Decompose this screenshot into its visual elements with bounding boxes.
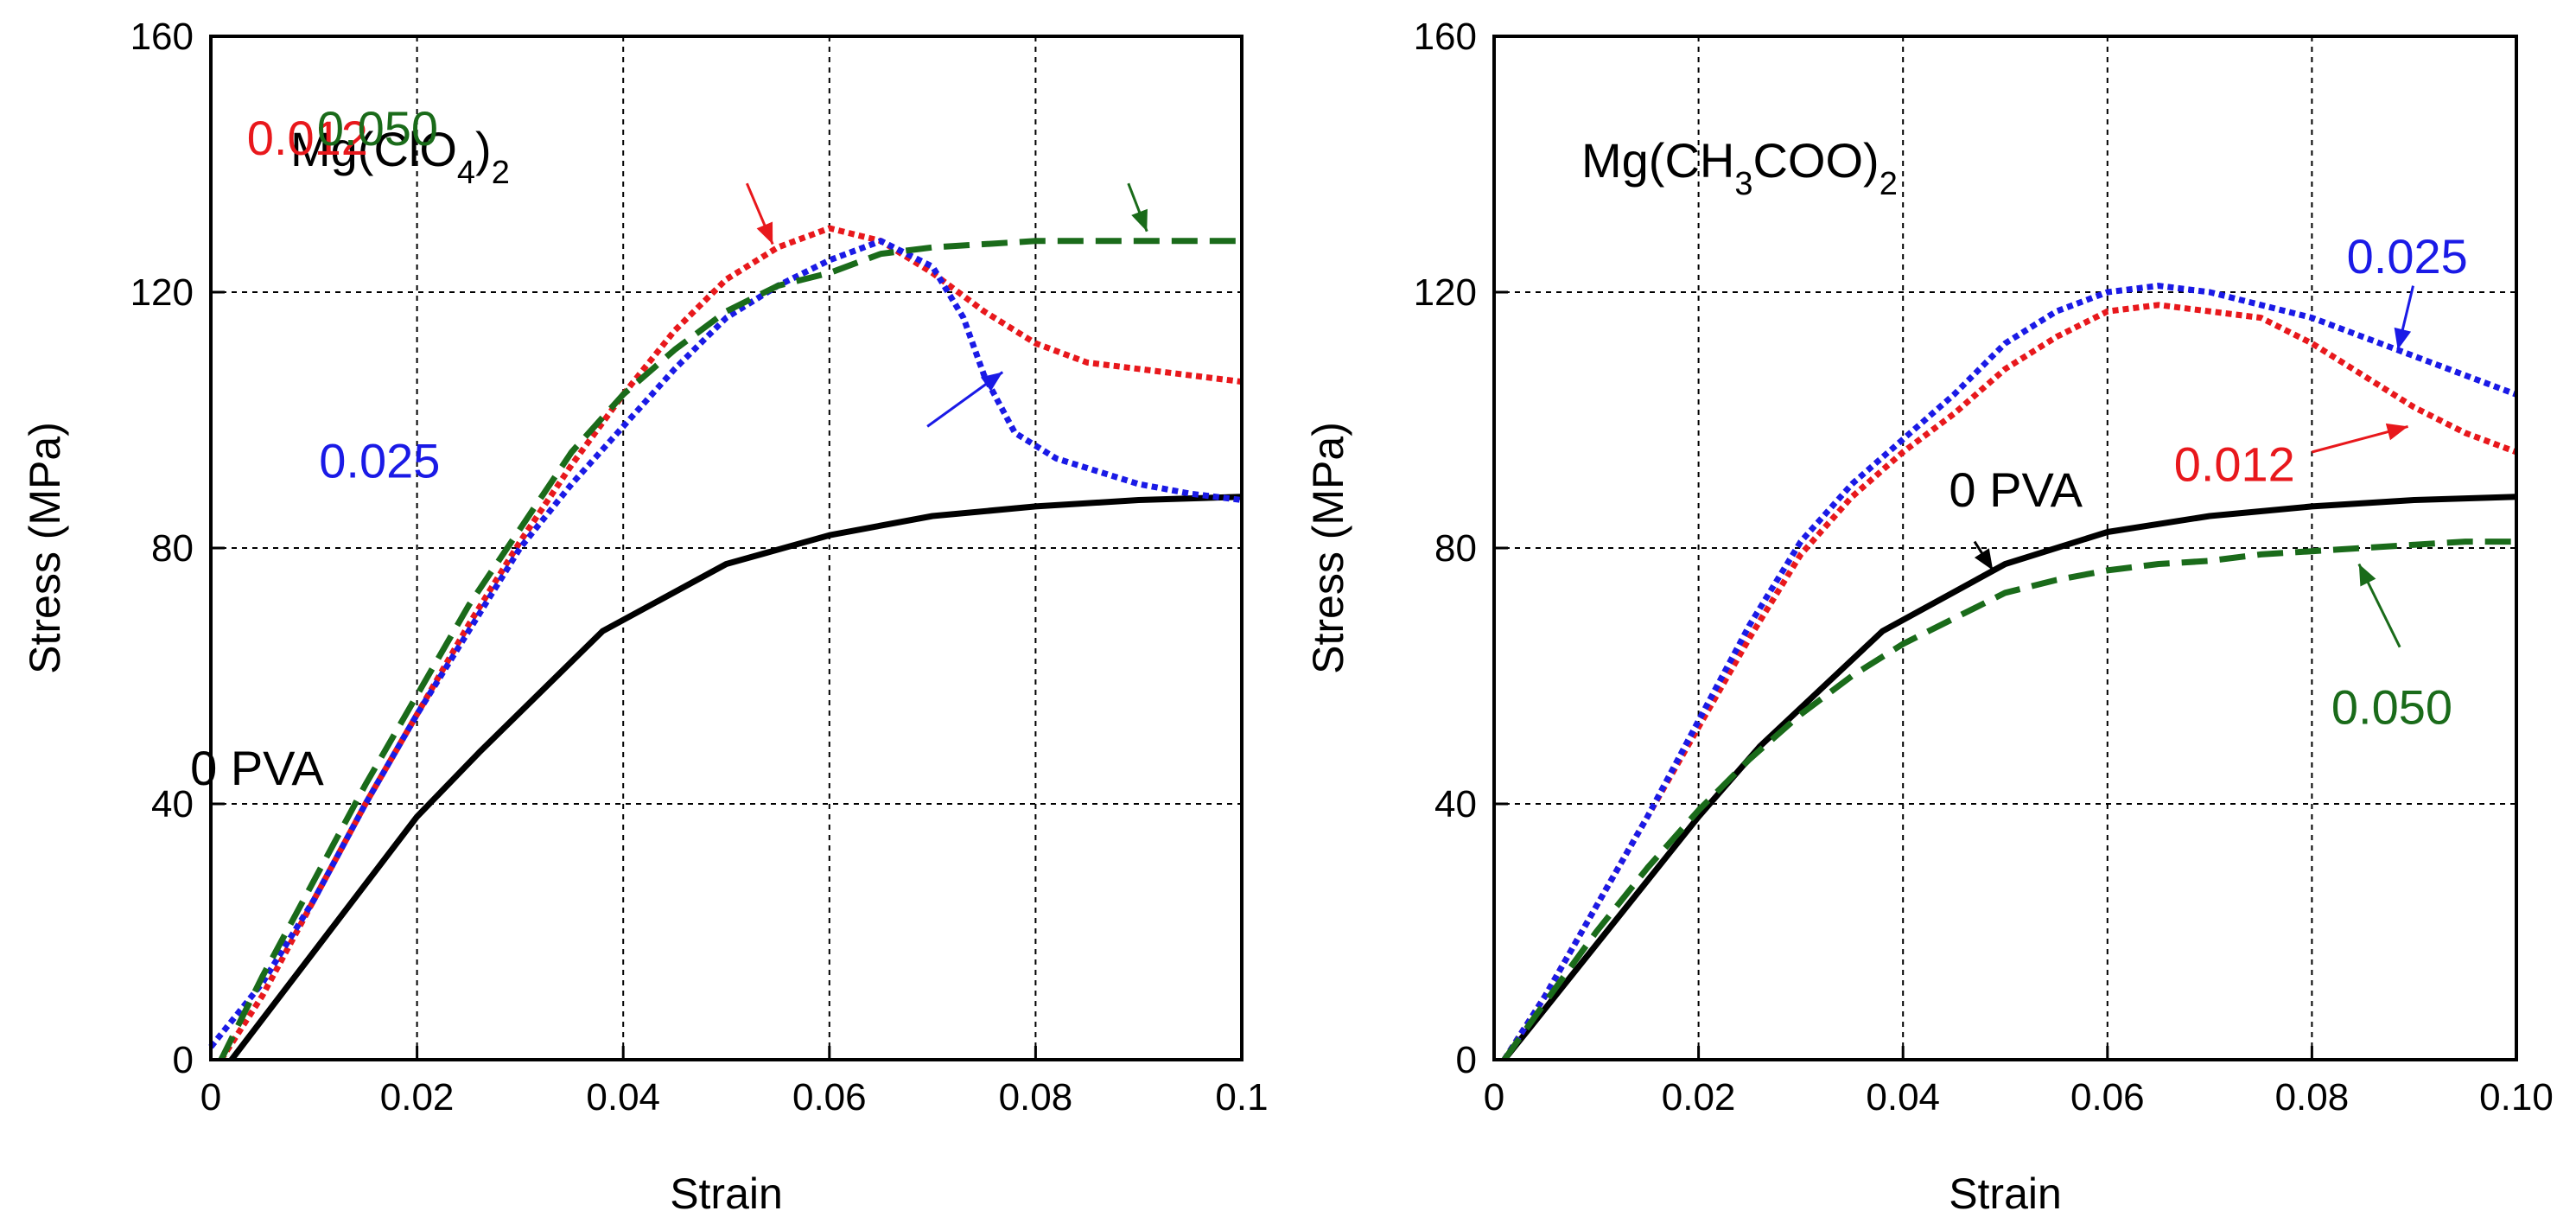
- chart-2-annotation-arrowhead-0012: [2385, 423, 2408, 441]
- chart-1-x-tick-label: 0: [200, 1076, 221, 1118]
- chart-2-x-tick-label: 0.04: [1866, 1076, 1940, 1118]
- chart-1-x-tick-label: 0.1: [1215, 1076, 1268, 1118]
- chart-2-x-tick-label: 0: [1484, 1076, 1504, 1118]
- chart-2-x-tick-label: 0.06: [2070, 1076, 2145, 1118]
- chart-2-y-tick-label: 120: [1414, 271, 1477, 314]
- chart-1-x-tick-label: 0.02: [380, 1076, 455, 1118]
- chart-2-y-tick-label: 0: [1456, 1039, 1477, 1081]
- chart-1-series-0012: [218, 225, 1243, 1061]
- chart-2-annotation-arrowhead-0050: [2358, 564, 2376, 587]
- chart-1-plot-frame: [209, 35, 1243, 1061]
- chart-2-y-axis-label: Stress (MPa): [1304, 422, 1352, 674]
- chart-2-annotation-0012: 0.012: [2174, 437, 2295, 491]
- chart-2-series-0050: [1501, 539, 2516, 1062]
- chart-1-annotation-arrowhead-0025: [980, 372, 1003, 392]
- chart-1-x-tick-label: 0.04: [586, 1076, 660, 1118]
- chart-2-y-tick-label: 40: [1434, 783, 1477, 825]
- chart-2-panel: 0 0.02 0.04 0.06 0.08 0.10 0 40 80 120 160 Strain St…: [1304, 16, 2554, 1218]
- chart-2-annotation-0PVA: 0 PVA: [1949, 462, 2083, 517]
- chart-2-annotation-arrowhead-0PVA: [1974, 548, 1994, 570]
- chart-2-y-tick-label: 80: [1434, 527, 1477, 570]
- chart-1-series-0050: [218, 238, 1242, 1061]
- chart-1-annotation-0050: 0.050: [317, 101, 438, 156]
- chart-1-annotation-0012: 0.012: [247, 111, 368, 165]
- chart-2-x-tick-label: 0.02: [1662, 1076, 1736, 1118]
- chart-1-annotation-arrowhead-0050: [1131, 208, 1148, 232]
- chart-1-panel: 0 0.02 0.04 0.06 0.08 0.1 0 40 80 120 160 Strain Str…: [21, 16, 1269, 1218]
- chart-1-x-tick-label: 0.06: [792, 1076, 867, 1118]
- chart-2-title: Mg(CH3COO)2: [1581, 133, 1898, 202]
- chart-2-series-0025: [1501, 283, 2518, 1061]
- chart-1-x-axis-label: Strain: [670, 1169, 783, 1218]
- chart-1-y-tick-label: 40: [151, 783, 194, 825]
- chart-1-title: Mg(ClO4)2: [290, 122, 510, 191]
- chart-2-x-tick-label: 0.10: [2479, 1076, 2554, 1118]
- chart-2-annotation-arrowhead-0025: [2394, 327, 2412, 350]
- chart-1-annotation-0PVA: 0 PVA: [190, 741, 324, 795]
- chart-1-annotation-arrowhead-0012: [756, 221, 773, 245]
- chart-1-x-tick-label: 0.08: [999, 1076, 1073, 1118]
- chart-2-annotation-0050: 0.050: [2331, 680, 2452, 735]
- chart-2-plot-frame: [1492, 35, 2518, 1061]
- chart-2-x-axis-label: Strain: [1949, 1169, 2062, 1218]
- chart-1-y-tick-label: 80: [151, 527, 194, 570]
- chart-1-y-tick-label: 120: [130, 271, 194, 314]
- chart-2-annotation-0025: 0.025: [2347, 229, 2468, 284]
- chart-2-x-tick-label: 0.08: [2275, 1076, 2350, 1118]
- chart-2-y-tick-label: 160: [1414, 16, 1477, 58]
- chart-1-y-tick-label: 0: [173, 1039, 194, 1081]
- chart-1-series-0-PVA: [229, 494, 1243, 1062]
- chart-1-annotation-0025: 0.025: [319, 434, 440, 488]
- chart-1-y-axis-label: Stress (MPa): [21, 422, 69, 674]
- chart-1-y-tick-label: 160: [130, 16, 194, 58]
